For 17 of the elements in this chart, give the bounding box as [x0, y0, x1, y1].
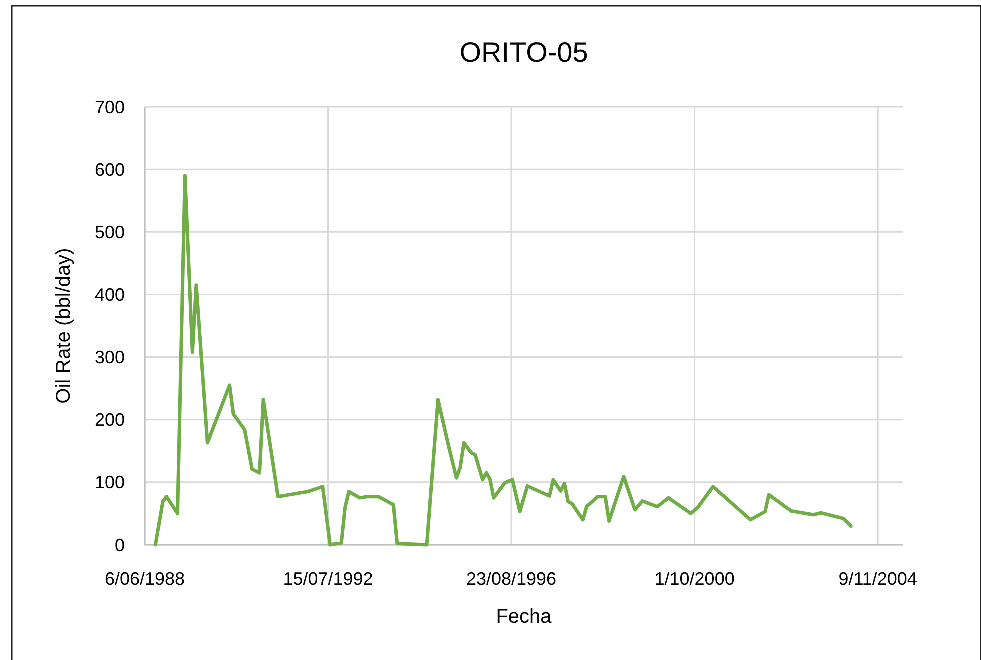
y-axis-title: Oil Rate (bbl/day) — [53, 248, 75, 404]
y-tick-label: 0 — [114, 535, 125, 556]
chart-title: ORITO-05 — [460, 37, 588, 68]
x-tick-label: 1/10/2000 — [654, 569, 735, 589]
x-tick-label: 23/08/1996 — [466, 569, 557, 589]
y-tick-label: 200 — [94, 410, 125, 430]
x-tick-label: 15/07/1992 — [283, 569, 374, 589]
y-tick-label: 500 — [94, 222, 125, 242]
y-tick-label: 700 — [94, 97, 125, 118]
y-tick-label: 100 — [94, 472, 125, 493]
y-tick-label: 300 — [94, 348, 125, 368]
x-tick-label: 9/11/2004 — [838, 569, 918, 589]
line-series — [154, 174, 853, 547]
x-axis-title: Fecha — [496, 606, 553, 628]
y-tick-label: 400 — [94, 285, 125, 306]
y-tick-label: 600 — [94, 160, 125, 180]
x-tick-label: 6/06/1988 — [104, 569, 186, 589]
